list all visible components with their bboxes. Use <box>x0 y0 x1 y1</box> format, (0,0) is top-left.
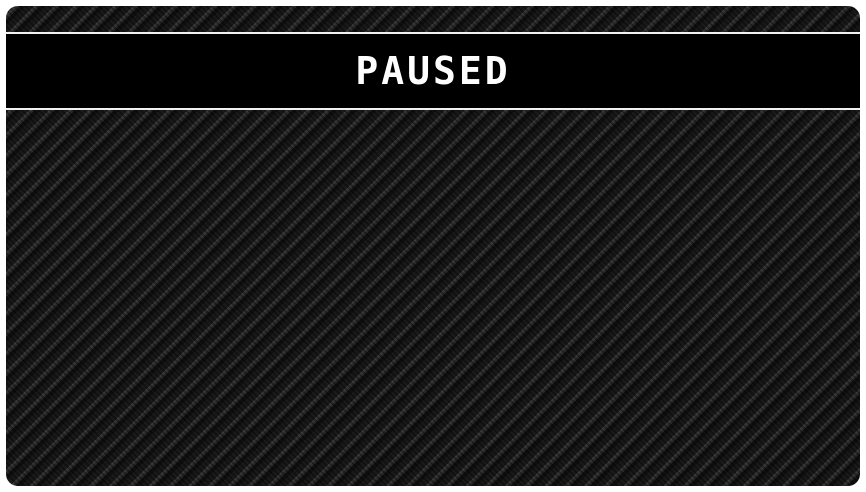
game-screen: PAUSED <box>6 6 860 486</box>
pause-title: PAUSED <box>355 49 511 93</box>
pause-banner: PAUSED <box>6 32 860 110</box>
paused-game-area <box>6 108 860 486</box>
